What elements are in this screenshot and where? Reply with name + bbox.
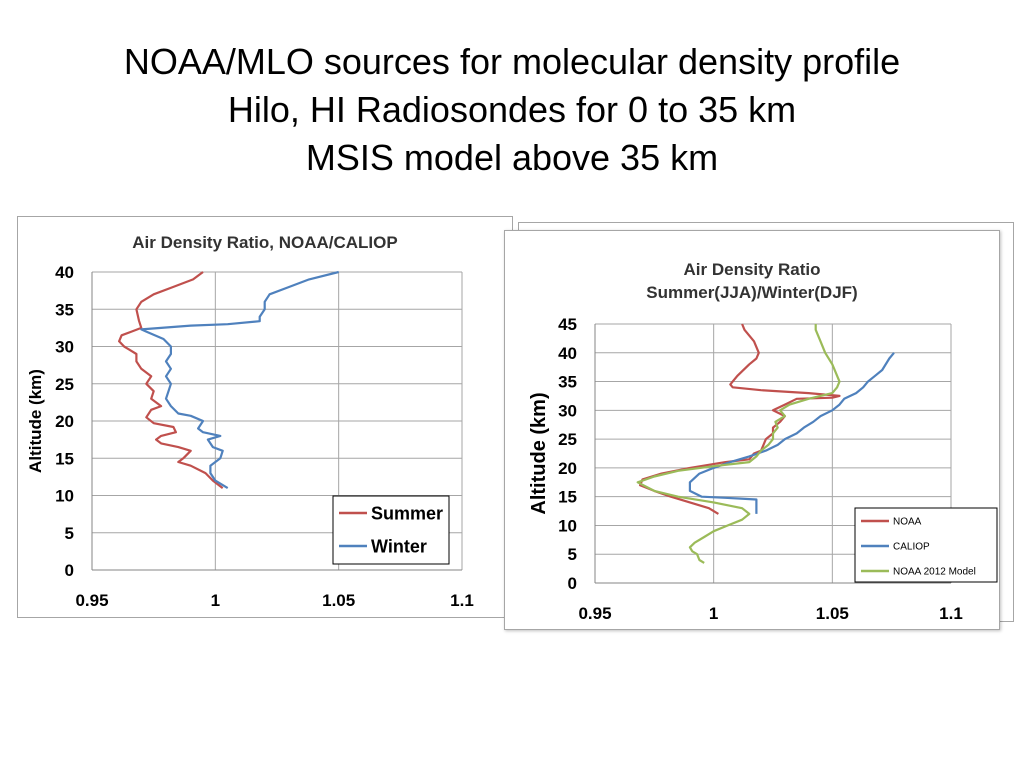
y-tick-label: 30 bbox=[55, 338, 74, 357]
legend-label: Summer bbox=[371, 503, 443, 523]
series-caliop-line bbox=[688, 352, 895, 514]
chart-title: Air Density Ratio bbox=[684, 260, 821, 279]
y-axis-label: Altitude (km) bbox=[528, 392, 550, 514]
chart-title: Air Density Ratio, NOAA/CALIOP bbox=[132, 233, 397, 252]
y-tick-label: 15 bbox=[55, 449, 74, 468]
slide-title: NOAA/MLO sources for molecular density p… bbox=[0, 38, 1024, 182]
x-tick-label: 0.95 bbox=[75, 591, 108, 610]
y-tick-label: 10 bbox=[55, 487, 74, 506]
series-noaa-2012-model-line bbox=[636, 324, 841, 564]
chart-subtitle: Summer(JJA)/Winter(DJF) bbox=[646, 283, 857, 302]
chart-summer-winter: Air Density Ratio Summer(JJA)/Winter(DJF)… bbox=[504, 230, 1000, 630]
slide-title-line-2: Hilo, HI Radiosondes for 0 to 35 km bbox=[227, 89, 797, 130]
y-tick-label: 35 bbox=[558, 373, 577, 392]
y-tick-label: 0 bbox=[568, 574, 577, 593]
x-tick-label: 1 bbox=[211, 591, 220, 610]
chart-noaa-caliop: Air Density Ratio, NOAA/CALIOP 0 5 10 15 20 25… bbox=[17, 216, 513, 618]
y-tick-label: 40 bbox=[55, 263, 74, 282]
slide-title-line-3: MSIS model above 35 km bbox=[305, 137, 719, 178]
y-tick-label: 30 bbox=[558, 401, 577, 420]
legend-label: Winter bbox=[371, 536, 427, 556]
y-tick-label: 35 bbox=[55, 300, 74, 319]
slide-title-line-1: NOAA/MLO sources for molecular density p… bbox=[123, 41, 901, 82]
y-tick-label: 25 bbox=[55, 375, 74, 394]
y-tick-label: 45 bbox=[558, 315, 577, 334]
y-tick-label: 40 bbox=[558, 344, 577, 363]
x-tick-label: 0.95 bbox=[578, 604, 611, 623]
y-axis-label: Altitude (km) bbox=[26, 369, 45, 473]
legend-box bbox=[332, 495, 450, 565]
x-tick-label: 1.1 bbox=[450, 591, 474, 610]
chart-noaa-caliop-svg: Air Density Ratio, NOAA/CALIOP 0 5 10 15 20 25… bbox=[26, 233, 474, 610]
y-tick-label: 0 bbox=[65, 561, 74, 580]
y-tick-label: 25 bbox=[558, 430, 577, 449]
series-summer-line bbox=[117, 271, 224, 489]
series-winter-line bbox=[140, 270, 339, 490]
y-tick-label: 15 bbox=[558, 488, 577, 507]
y-tick-label: 20 bbox=[55, 412, 74, 431]
y-tick-label: 5 bbox=[65, 524, 74, 543]
y-tick-label: 20 bbox=[558, 459, 577, 478]
x-tick-label: 1.05 bbox=[816, 604, 849, 623]
x-tick-label: 1.1 bbox=[939, 604, 963, 623]
series-noaa-line bbox=[639, 323, 841, 515]
y-tick-label: 10 bbox=[558, 516, 577, 535]
legend-label: CALIOP bbox=[893, 542, 930, 553]
legend-label: NOAA 2012 Model bbox=[893, 567, 976, 578]
legend-label: NOAA bbox=[893, 517, 922, 528]
x-tick-label: 1.05 bbox=[322, 591, 355, 610]
y-tick-label: 5 bbox=[568, 545, 577, 564]
chart-summer-winter-svg: Air Density Ratio Summer(JJA)/Winter(DJF)… bbox=[528, 260, 998, 623]
x-tick-label: 1 bbox=[709, 604, 718, 623]
